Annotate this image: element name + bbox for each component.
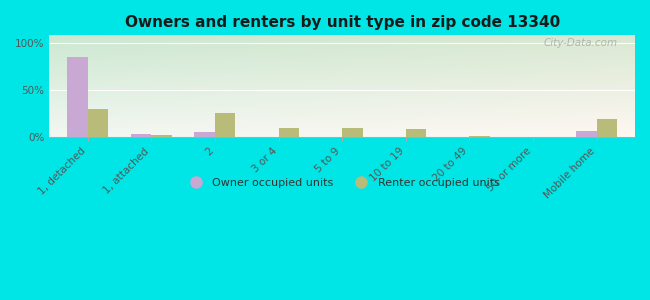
Legend: Owner occupied units, Renter occupied units: Owner occupied units, Renter occupied un… xyxy=(180,173,504,192)
Bar xyxy=(194,132,215,137)
Bar xyxy=(406,129,426,137)
Bar xyxy=(342,128,363,137)
Bar xyxy=(88,109,108,137)
Bar xyxy=(469,136,490,137)
Bar xyxy=(67,57,88,137)
Title: Owners and renters by unit type in zip code 13340: Owners and renters by unit type in zip c… xyxy=(125,15,560,30)
Bar xyxy=(597,119,618,137)
Bar xyxy=(131,134,151,137)
Text: City-Data.com: City-Data.com xyxy=(543,38,618,48)
Bar xyxy=(215,113,235,137)
Bar xyxy=(151,135,172,137)
Bar xyxy=(278,128,299,137)
Bar xyxy=(577,131,597,137)
